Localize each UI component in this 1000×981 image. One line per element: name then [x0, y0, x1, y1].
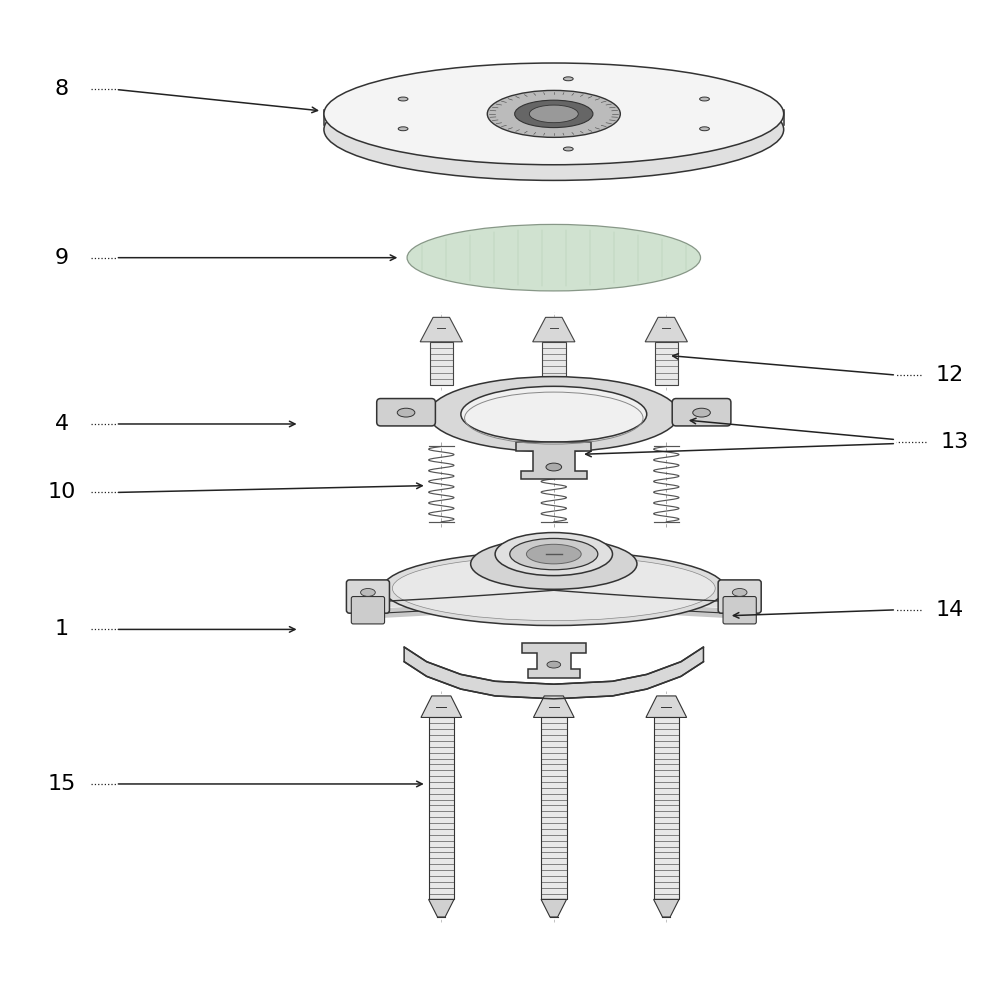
FancyBboxPatch shape: [377, 398, 435, 426]
Ellipse shape: [471, 539, 637, 590]
Bar: [542, 341, 566, 385]
Ellipse shape: [546, 463, 562, 471]
Polygon shape: [522, 644, 586, 678]
Text: 12: 12: [936, 365, 964, 386]
Ellipse shape: [700, 127, 709, 130]
FancyBboxPatch shape: [346, 580, 389, 613]
Ellipse shape: [487, 90, 620, 137]
Text: 15: 15: [48, 774, 76, 794]
Bar: [430, 341, 453, 385]
FancyBboxPatch shape: [718, 580, 761, 613]
Ellipse shape: [398, 97, 408, 101]
Ellipse shape: [407, 225, 701, 291]
Polygon shape: [533, 318, 575, 341]
Ellipse shape: [563, 147, 573, 151]
Text: 13: 13: [941, 432, 969, 451]
FancyBboxPatch shape: [723, 596, 756, 624]
Ellipse shape: [563, 77, 573, 80]
Bar: [541, 717, 567, 900]
Polygon shape: [404, 647, 703, 698]
Ellipse shape: [361, 589, 375, 596]
Text: 9: 9: [55, 247, 69, 268]
Polygon shape: [429, 900, 454, 917]
Polygon shape: [420, 318, 462, 341]
Ellipse shape: [495, 533, 612, 576]
Text: 10: 10: [48, 483, 76, 502]
Text: 14: 14: [936, 599, 964, 620]
Polygon shape: [516, 441, 591, 479]
Ellipse shape: [461, 387, 647, 442]
Ellipse shape: [398, 127, 408, 130]
Polygon shape: [533, 696, 574, 717]
Ellipse shape: [324, 63, 784, 165]
Bar: [429, 717, 454, 900]
FancyBboxPatch shape: [351, 596, 385, 624]
Ellipse shape: [324, 78, 784, 181]
Polygon shape: [645, 318, 687, 341]
Text: 4: 4: [55, 414, 69, 434]
Ellipse shape: [383, 551, 725, 626]
Ellipse shape: [547, 661, 561, 668]
Ellipse shape: [529, 105, 578, 123]
Polygon shape: [421, 696, 462, 717]
Polygon shape: [541, 900, 567, 917]
Ellipse shape: [693, 408, 710, 417]
Ellipse shape: [732, 589, 747, 596]
Text: 8: 8: [55, 79, 69, 99]
Polygon shape: [646, 696, 687, 717]
Bar: [655, 341, 678, 385]
Ellipse shape: [510, 539, 598, 570]
Ellipse shape: [515, 100, 593, 128]
Ellipse shape: [392, 556, 715, 621]
Text: 1: 1: [55, 619, 69, 640]
Ellipse shape: [700, 97, 709, 101]
FancyBboxPatch shape: [672, 398, 731, 426]
Polygon shape: [654, 900, 679, 917]
Ellipse shape: [526, 544, 581, 564]
Ellipse shape: [429, 377, 679, 452]
Bar: [654, 717, 679, 900]
Ellipse shape: [397, 408, 415, 417]
